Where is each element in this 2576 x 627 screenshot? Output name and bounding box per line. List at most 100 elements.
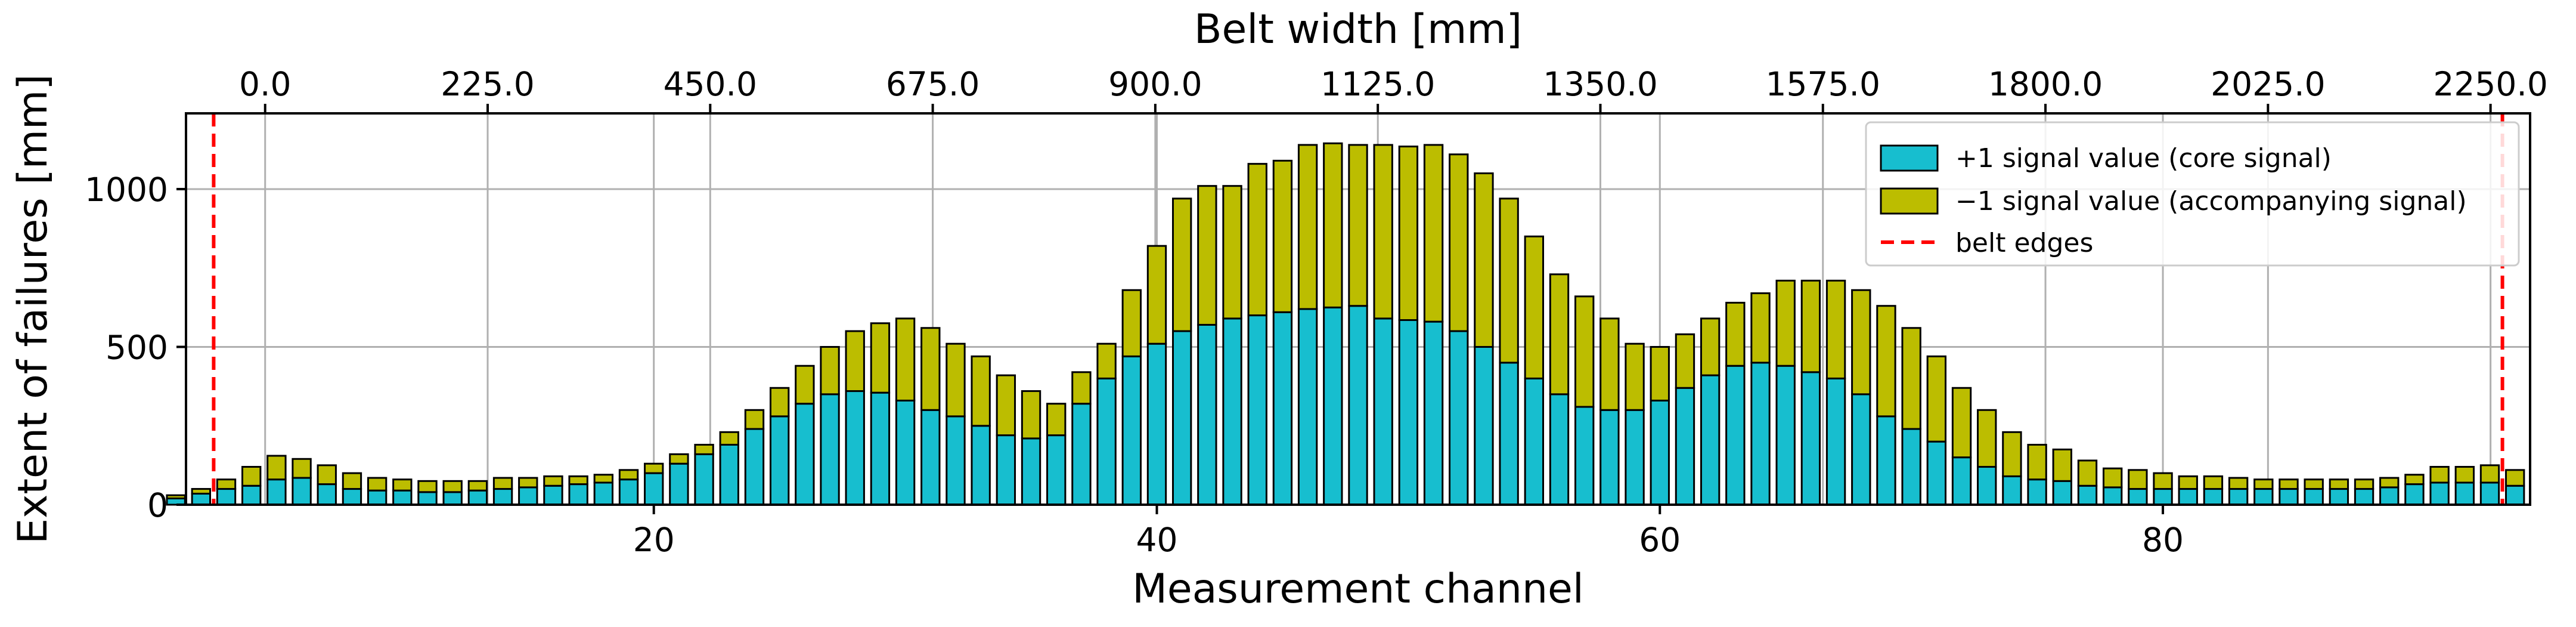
x-tick-label: 20 [633,521,675,559]
bar-core [920,409,941,506]
y-tick-label: 500 [106,328,168,366]
bar-accompanying [241,466,262,487]
bar-core [1926,440,1947,506]
bar-accompanying [2404,474,2425,486]
bar-core [2027,478,2047,506]
bar-core [1071,403,1092,506]
bar-core [769,415,790,506]
bar-core [1725,365,1746,506]
bar-accompanying [946,342,966,418]
bar-core [2504,484,2525,506]
top-x-tick-label: 1125.0 [1320,65,1435,103]
bar-accompanying [2228,477,2249,490]
bar-core [367,489,388,506]
bar-core [1449,330,1469,506]
bar-core [1046,434,1067,506]
bar-core [2329,488,2349,506]
bar-accompanying [1146,245,1167,345]
bar-core [1800,371,1821,506]
bar-accompanying [1599,317,1620,411]
bar-core [2178,488,2198,506]
bar-accompanying [1926,355,1947,443]
bar-core [492,488,513,506]
bar-core [1146,342,1167,506]
top-x-tick-label: 900.0 [1108,65,1202,103]
bar-core [1775,365,1796,506]
bar-accompanying [1474,172,1494,348]
bar-accompanying [2102,467,2123,489]
bar-accompanying [920,327,941,411]
bar-accompanying [1121,289,1142,357]
top-x-tick-label: 1800.0 [1988,65,2103,103]
bar-accompanying [719,431,739,446]
bar-core [292,477,312,506]
bar-core [1021,437,1041,506]
bar-accompanying [1171,197,1192,332]
legend-swatch-accompanying [1880,187,1939,215]
bar-accompanying [1876,305,1896,418]
bar-accompanying [1549,273,1570,396]
bar-accompanying [1323,142,1343,308]
bar-accompanying [2479,464,2500,484]
bar-accompanying [1901,327,1921,430]
bar-accompanying [518,477,538,489]
bar-core [1348,305,1368,506]
bar-core [1977,466,1997,506]
top-x-tick-label: 2025.0 [2211,65,2325,103]
bar-accompanying [2002,431,2022,477]
y-tick-label: 0 [147,486,168,524]
bar-core [870,391,891,506]
bar-core [467,489,488,506]
legend: +1 signal value (core signal) −1 signal … [1865,121,2520,267]
top-axis-label: Belt width [mm] [1194,6,1522,53]
bar-core [744,428,765,506]
bar-accompanying [1851,289,1871,396]
bar-accompanying [1423,144,1444,323]
bar-accompanying [744,409,765,430]
bar-accompanying [2178,475,2198,490]
bar-accompanying [2304,478,2324,490]
bar-core [1901,428,1921,506]
bar-accompanying [2279,478,2299,490]
bar-accompanying [492,477,513,490]
bar-accompanying [568,475,588,486]
bar-core [2128,488,2148,506]
bar-core [1524,377,1545,506]
bars [166,142,2525,506]
bar-accompanying [1071,371,1092,405]
bar-accompanying [367,477,388,492]
bar-core [996,434,1016,506]
bar-core [895,399,916,506]
bar-accompanying [1021,390,1041,440]
bar-core [1272,311,1293,506]
bar-accompanying [442,480,463,493]
bar-accompanying [1348,144,1368,307]
bar-accompanying [216,478,237,490]
bar-core [2253,488,2274,506]
bar-accompanying [392,478,413,492]
bar-core [2052,480,2072,506]
bar-accompanying [593,474,614,484]
bar-core [392,489,413,506]
bar-core [2002,475,2022,506]
bar-core [1398,319,1419,506]
bar-accompanying [1725,301,1746,367]
x-tick-label: 80 [2142,521,2184,559]
bar-core [2404,483,2425,506]
plot-frame [185,112,2531,506]
bar-core [1876,415,1896,506]
bar-accompanying [618,469,639,481]
bar-accompanying [1222,185,1242,320]
bar-accompanying [1750,292,1771,364]
bar-accompanying [317,464,337,486]
bar-core [1700,374,1721,506]
axis-ticks: 20 40 60 80 0 500 1000 0.0 225.0 450.0 675.0 900.0 1… [85,65,2548,559]
bar-core [719,443,739,506]
x-tick-label: 60 [1639,521,1681,559]
bar-core [644,472,664,506]
bar-core [1825,377,1846,506]
bar-accompanying [1977,409,1997,468]
bar-core [1851,393,1871,506]
y-tick-label: 1000 [85,171,168,209]
